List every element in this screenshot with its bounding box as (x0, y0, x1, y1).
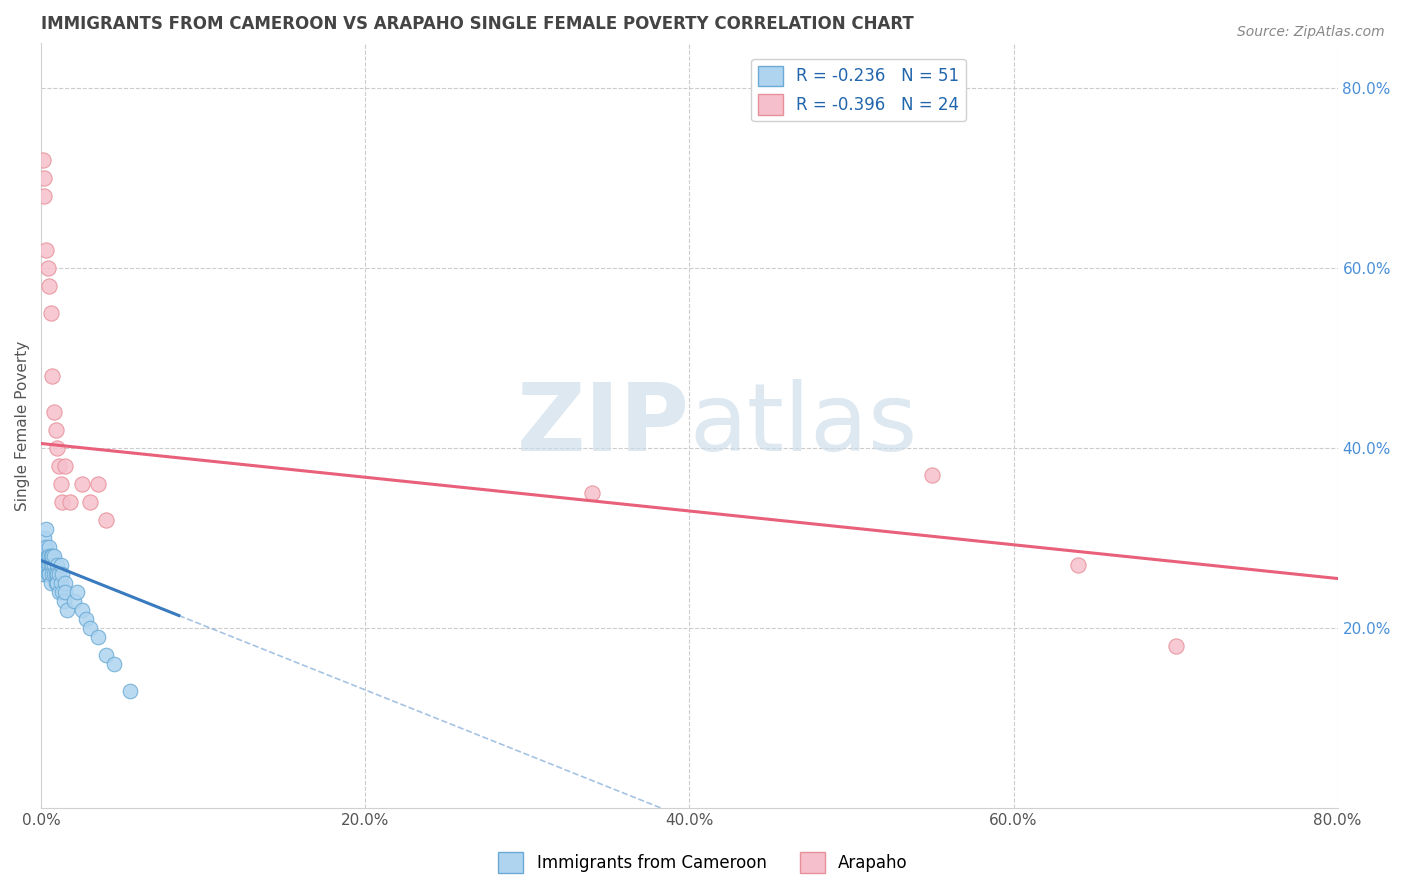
Point (55, 458, 77, 473)
Point (38, 558, 60, 572)
Point (38, 549, 60, 563)
Point (581, 486, 603, 500)
Point (66, 585, 89, 599)
Point (39, 558, 62, 572)
Point (39, 549, 62, 563)
Point (42, 549, 65, 563)
Point (52, 594, 75, 608)
Point (31, 549, 53, 563)
Point (49, 477, 72, 491)
Point (48, 458, 70, 473)
Point (70, 477, 93, 491)
Point (35, 522, 58, 536)
Point (34, 567, 56, 582)
Point (35, 540, 58, 554)
Point (34, 189, 56, 203)
Point (1164, 639, 1187, 653)
Point (41, 558, 63, 572)
Point (34, 549, 56, 563)
Point (38, 540, 60, 554)
Point (31, 558, 53, 572)
Point (42, 558, 65, 572)
Point (39, 306, 62, 320)
Point (103, 657, 125, 671)
Point (46, 558, 69, 572)
Point (31, 153, 53, 167)
Point (49, 558, 72, 572)
Point (56, 603, 79, 617)
Point (45, 567, 67, 582)
Point (51, 495, 73, 509)
Point (37, 567, 59, 582)
Text: ZIP: ZIP (516, 379, 689, 472)
Point (94, 648, 117, 662)
Point (46, 567, 69, 582)
Point (48, 567, 70, 582)
Text: IMMIGRANTS FROM CAMEROON VS ARAPAHO SINGLE FEMALE POVERTY CORRELATION CHART: IMMIGRANTS FROM CAMEROON VS ARAPAHO SING… (41, 15, 914, 33)
Text: Source: ZipAtlas.com: Source: ZipAtlas.com (1237, 25, 1385, 39)
Point (79, 621, 101, 635)
Point (41, 368, 63, 383)
Point (37, 558, 59, 572)
Point (35, 558, 58, 572)
Point (34, 531, 56, 545)
Point (87, 477, 110, 491)
Point (31, 540, 53, 554)
Point (31, 567, 53, 582)
Point (38, 279, 60, 293)
Point (45, 576, 67, 591)
Legend: Immigrants from Cameroon, Arapaho: Immigrants from Cameroon, Arapaho (492, 846, 914, 880)
Point (34, 170, 56, 185)
Point (41, 567, 63, 582)
Point (70, 603, 93, 617)
Point (55, 585, 77, 599)
Point (42, 567, 65, 582)
Point (37, 549, 59, 563)
Point (87, 630, 110, 644)
Point (51, 585, 73, 599)
Legend: R = -0.236   N = 51, R = -0.396   N = 24: R = -0.236 N = 51, R = -0.396 N = 24 (751, 59, 966, 121)
Point (1067, 558, 1090, 572)
Point (34, 558, 56, 572)
Point (49, 576, 72, 591)
Point (46, 441, 69, 455)
Point (76, 612, 98, 626)
Point (51, 567, 73, 582)
Point (35, 243, 58, 257)
Point (48, 585, 70, 599)
Point (37, 260, 59, 275)
Point (120, 684, 142, 698)
Point (55, 576, 77, 591)
Y-axis label: Single Female Poverty: Single Female Poverty (15, 341, 30, 510)
Point (59, 495, 82, 509)
Point (39, 576, 62, 591)
Point (41, 549, 63, 563)
Point (94, 513, 117, 527)
Point (921, 468, 943, 483)
Point (79, 495, 101, 509)
Point (62, 594, 84, 608)
Text: atlas: atlas (689, 379, 918, 472)
Point (45, 423, 67, 437)
Point (46, 576, 69, 591)
Point (42, 405, 65, 419)
Point (38, 567, 60, 582)
